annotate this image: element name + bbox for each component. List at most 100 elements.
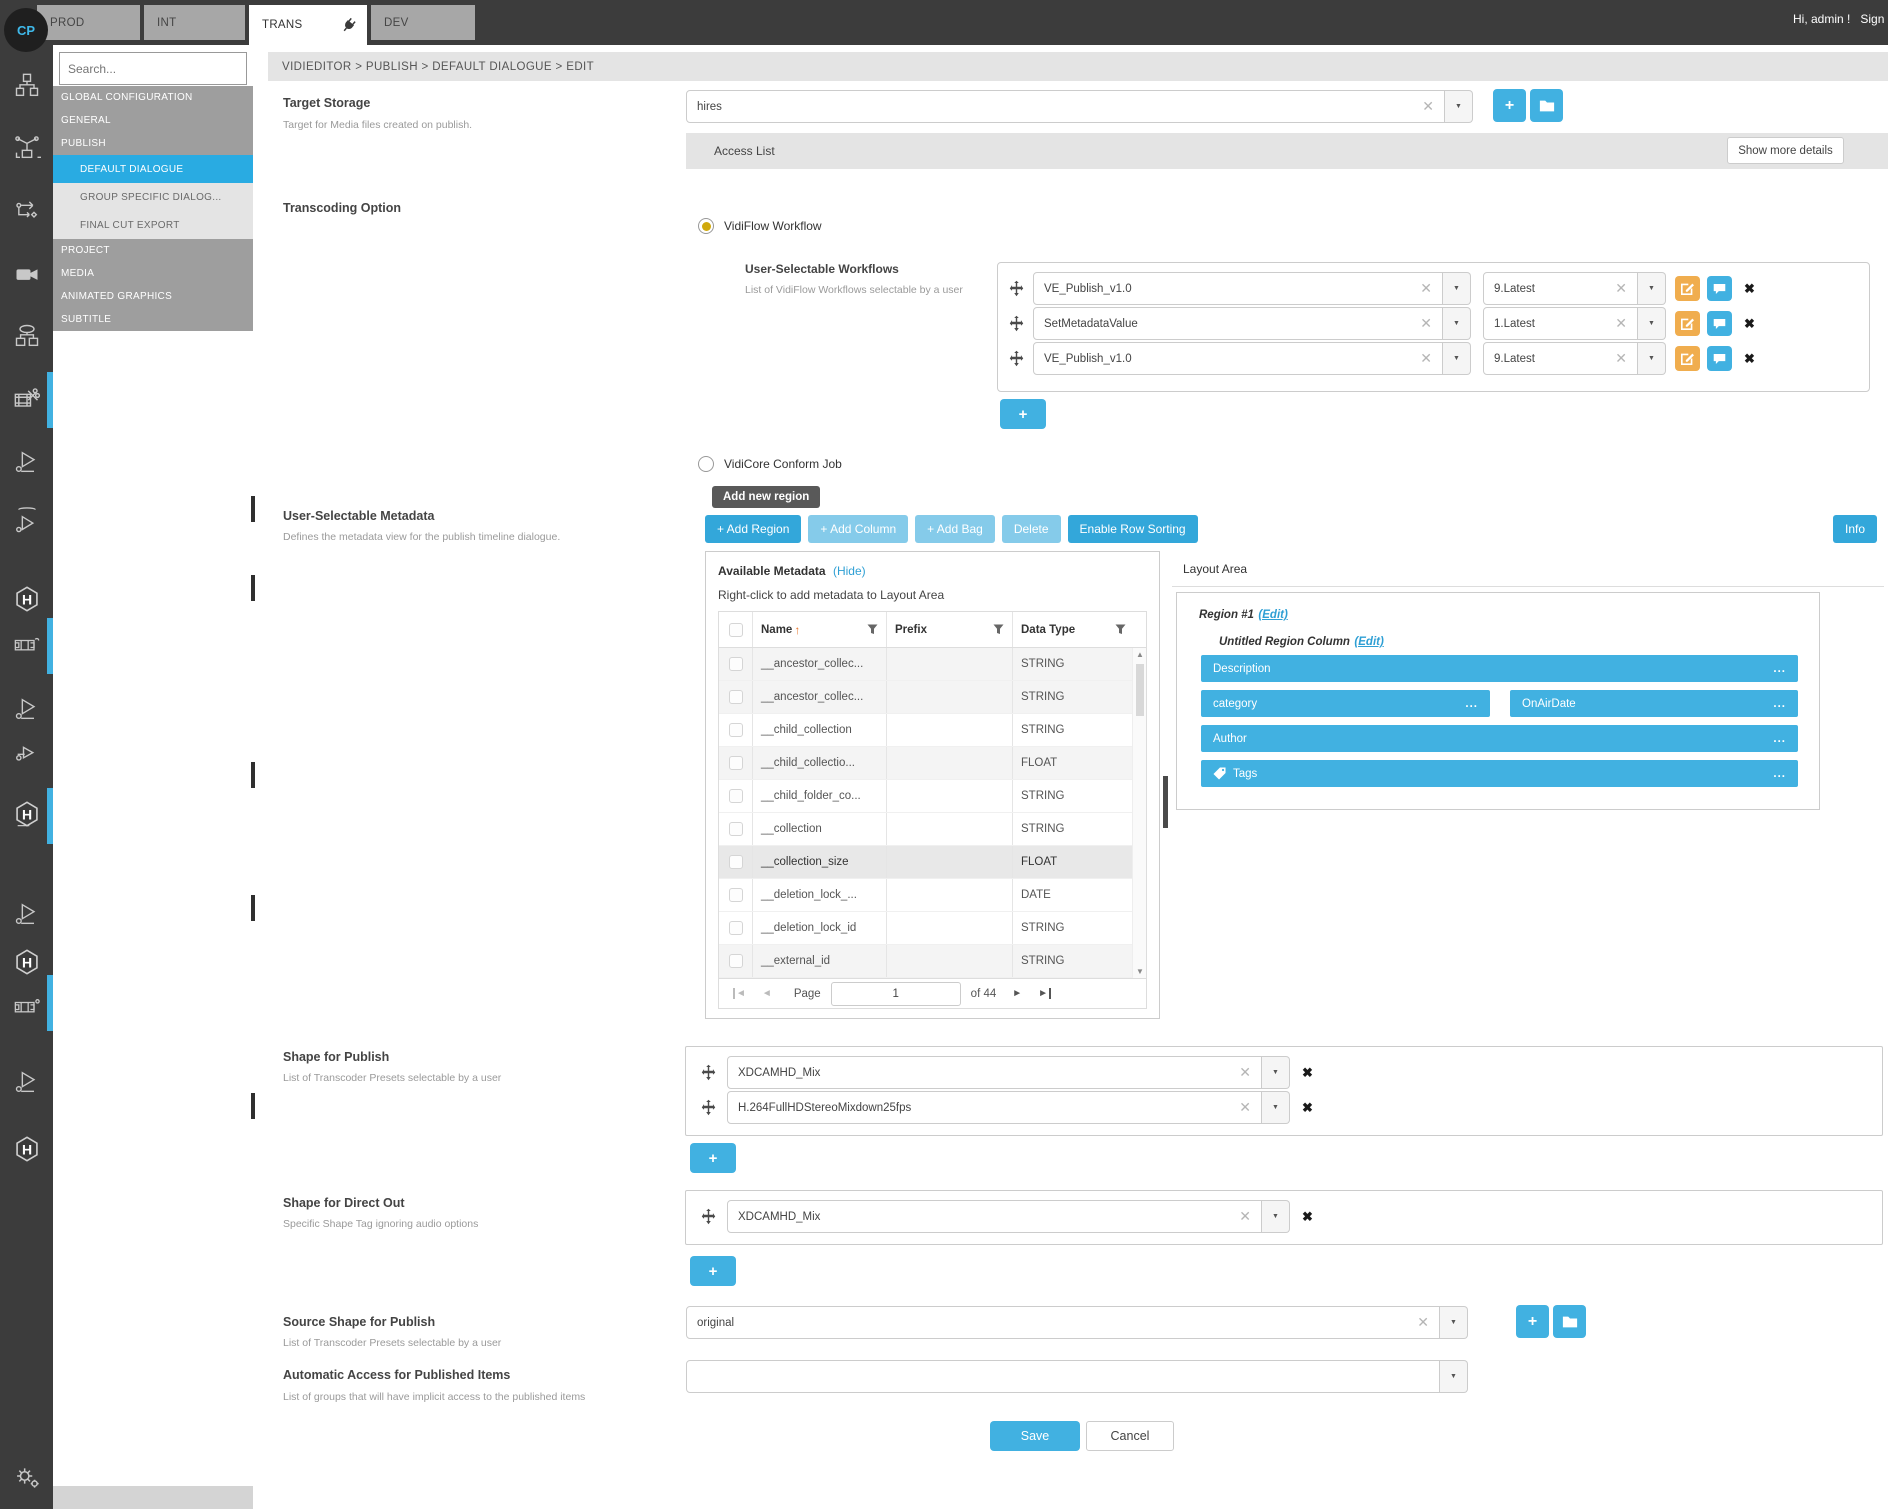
remove-shape-icon[interactable]: ✖ xyxy=(1302,1099,1313,1115)
comment-workflow-button[interactable] xyxy=(1707,346,1732,371)
tab-dev[interactable]: DEV xyxy=(371,5,475,40)
panel-handle[interactable] xyxy=(251,762,255,788)
tab-trans[interactable]: TRANS xyxy=(249,5,367,45)
row-checkbox[interactable] xyxy=(728,789,743,803)
table-row[interactable]: __external_id STRING xyxy=(719,945,1146,978)
chevron-down-icon[interactable]: ▼ xyxy=(1443,307,1471,340)
chevron-down-icon[interactable]: ▼ xyxy=(1638,307,1666,340)
bracket-play-icon[interactable] xyxy=(13,505,41,533)
chevron-down-icon[interactable]: ▼ xyxy=(1440,1306,1468,1339)
cubes-icon[interactable] xyxy=(13,72,41,100)
search-input[interactable] xyxy=(59,52,247,85)
more-options-icon[interactable]: ... xyxy=(1773,732,1786,745)
shape-combobox[interactable]: XDCAMHD_Mix ✕ ▼ xyxy=(727,1200,1290,1233)
add-storage-button[interactable]: + xyxy=(1493,89,1526,122)
drag-handle-icon[interactable] xyxy=(1008,315,1025,332)
column-header-data-type[interactable]: Data Type xyxy=(1013,612,1134,647)
save-button[interactable]: Save xyxy=(990,1421,1080,1451)
sidebar-item-media[interactable]: MEDIA xyxy=(53,262,253,285)
chevron-down-icon[interactable]: ▼ xyxy=(1262,1056,1290,1089)
browse-folder-button[interactable] xyxy=(1530,89,1563,122)
clear-icon[interactable]: ✕ xyxy=(1239,1208,1251,1224)
clear-icon[interactable]: ✕ xyxy=(1420,315,1432,331)
avatar[interactable]: CP xyxy=(4,8,48,52)
table-row[interactable]: __ancestor_collec... STRING xyxy=(719,681,1146,714)
chevron-down-icon[interactable]: ▼ xyxy=(1262,1200,1290,1233)
filmstrip-icon[interactable] xyxy=(13,630,41,658)
table-row[interactable]: __child_folder_co... STRING xyxy=(719,780,1146,813)
shape-combobox[interactable]: H.264FullHDStereoMixdown25fps ✕ ▼ xyxy=(727,1091,1290,1124)
row-checkbox[interactable] xyxy=(728,756,743,770)
hexagon-logo-icon[interactable]: H xyxy=(13,948,41,976)
comment-workflow-button[interactable] xyxy=(1707,276,1732,301)
chevron-down-icon[interactable]: ▼ xyxy=(1445,90,1473,123)
clear-icon[interactable]: ✕ xyxy=(1420,280,1432,296)
workflow-combobox[interactable]: SetMetadataValue ✕ ▼ xyxy=(1033,307,1471,340)
clear-icon[interactable]: ✕ xyxy=(1239,1064,1251,1080)
sidebar-item-project[interactable]: PROJECT xyxy=(53,239,253,262)
access-list-bar[interactable]: Access List xyxy=(686,133,1888,169)
row-checkbox[interactable] xyxy=(728,657,743,671)
source-shape-combobox[interactable]: original ✕ ▼ xyxy=(686,1306,1468,1339)
table-row[interactable]: __collection STRING xyxy=(719,813,1146,846)
edit-workflow-button[interactable] xyxy=(1675,346,1700,371)
browse-source-shape-button[interactable] xyxy=(1553,1305,1586,1338)
filter-icon[interactable] xyxy=(1115,624,1126,635)
table-row[interactable]: __deletion_lock_id STRING xyxy=(719,912,1146,945)
add-shape-publish-button[interactable]: + xyxy=(690,1143,736,1173)
sidebar-item-general[interactable]: GENERAL xyxy=(53,109,253,132)
panel-handle[interactable] xyxy=(251,496,255,522)
clear-icon[interactable]: ✕ xyxy=(1422,98,1434,114)
hexagon-logo-icon[interactable]: H xyxy=(13,800,41,828)
remove-shape-icon[interactable]: ✖ xyxy=(1302,1208,1313,1224)
cluster-icon[interactable] xyxy=(13,322,41,350)
row-checkbox[interactable] xyxy=(728,723,743,737)
gear-icon[interactable] xyxy=(13,1462,41,1490)
page-input[interactable] xyxy=(830,981,961,1006)
scroll-down-icon[interactable]: ▼ xyxy=(1136,967,1144,976)
add-shape-direct-button[interactable]: + xyxy=(690,1256,736,1286)
add-workflow-button[interactable]: + xyxy=(1000,399,1046,429)
sidebar-item-global-configuration[interactable]: GLOBAL CONFIGURATION xyxy=(53,86,253,109)
more-options-icon[interactable]: ... xyxy=(1773,767,1786,780)
region-column-edit-link[interactable]: (Edit) xyxy=(1354,636,1384,648)
layout-field-description[interactable]: Description ... xyxy=(1201,655,1798,682)
grid-scrollbar[interactable]: ▲ ▼ xyxy=(1132,648,1146,978)
table-row[interactable]: __child_collection STRING xyxy=(719,714,1146,747)
sidebar-item-default-dialogue[interactable]: DEFAULT DIALOGUE xyxy=(53,155,253,183)
chevron-down-icon[interactable]: ▼ xyxy=(1443,272,1471,305)
layout-field-category[interactable]: category ... xyxy=(1201,690,1490,717)
filter-icon[interactable] xyxy=(993,624,1004,635)
chevron-down-icon[interactable]: ▼ xyxy=(1440,1360,1468,1393)
workflow-version-combobox[interactable]: 9.Latest ✕ ▼ xyxy=(1483,342,1666,375)
drag-handle-icon[interactable] xyxy=(700,1099,717,1116)
play-export-icon[interactable] xyxy=(13,900,41,928)
add-column-button[interactable]: + Add Column xyxy=(808,515,909,543)
camera-icon[interactable] xyxy=(13,260,41,288)
play-export-icon[interactable] xyxy=(13,1068,41,1096)
add-region-button[interactable]: + Add Region xyxy=(705,515,802,543)
remove-workflow-icon[interactable]: ✖ xyxy=(1744,280,1755,296)
drag-handle-icon[interactable] xyxy=(1008,350,1025,367)
vidiflow-workflow-radio-row[interactable]: VidiFlow Workflow xyxy=(698,218,822,234)
user-greeting[interactable]: Hi, admin ! Sign xyxy=(1793,12,1888,26)
panel-handle[interactable] xyxy=(251,895,255,921)
clear-icon[interactable]: ✕ xyxy=(1417,1314,1429,1330)
workflow-version-combobox[interactable]: 1.Latest ✕ ▼ xyxy=(1483,307,1666,340)
add-source-shape-button[interactable]: + xyxy=(1516,1305,1549,1338)
more-options-icon[interactable]: ... xyxy=(1465,697,1478,710)
row-checkbox[interactable] xyxy=(728,822,743,836)
hide-link[interactable]: (Hide) xyxy=(832,564,866,578)
workflow-combobox[interactable]: VE_Publish_v1.0 ✕ ▼ xyxy=(1033,272,1471,305)
sidebar-item-final-cut-export[interactable]: FINAL CUT EXPORT xyxy=(53,211,253,239)
chevron-down-icon[interactable]: ▼ xyxy=(1262,1091,1290,1124)
prev-page-icon[interactable]: ◄ xyxy=(761,988,772,999)
info-button[interactable]: Info xyxy=(1833,515,1878,543)
workflow-designer-icon[interactable] xyxy=(13,134,41,162)
shape-combobox[interactable]: XDCAMHD_Mix ✕ ▼ xyxy=(727,1056,1290,1089)
film-scissors-icon[interactable] xyxy=(13,385,41,413)
signout-link[interactable]: Sign xyxy=(1860,12,1885,26)
tab-int[interactable]: INT xyxy=(144,5,245,40)
delete-button[interactable]: Delete xyxy=(1001,515,1061,543)
layout-field-author[interactable]: Author ... xyxy=(1201,725,1798,752)
